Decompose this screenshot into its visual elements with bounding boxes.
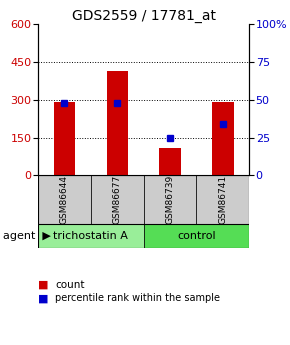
Text: GSM86741: GSM86741	[218, 175, 227, 224]
Text: GSM86644: GSM86644	[60, 175, 69, 224]
Text: agent  ▶: agent ▶	[3, 231, 51, 241]
Bar	[212, 102, 233, 176]
Bar	[38, 224, 144, 248]
Bar	[197, 176, 249, 224]
Bar	[54, 102, 75, 176]
Text: ■: ■	[38, 280, 48, 289]
Bar	[144, 176, 196, 224]
Bar	[144, 224, 249, 248]
Bar	[160, 148, 181, 176]
Bar	[38, 176, 90, 224]
Text: count: count	[55, 280, 85, 289]
Text: ■: ■	[38, 294, 48, 303]
Text: control: control	[177, 231, 216, 241]
Title: GDS2559 / 17781_at: GDS2559 / 17781_at	[72, 9, 215, 23]
Bar	[106, 71, 128, 176]
Text: GSM86739: GSM86739	[166, 175, 175, 224]
Text: GSM86677: GSM86677	[113, 175, 122, 224]
Bar	[90, 176, 144, 224]
Text: trichostatin A: trichostatin A	[53, 231, 128, 241]
Text: percentile rank within the sample: percentile rank within the sample	[55, 294, 220, 303]
